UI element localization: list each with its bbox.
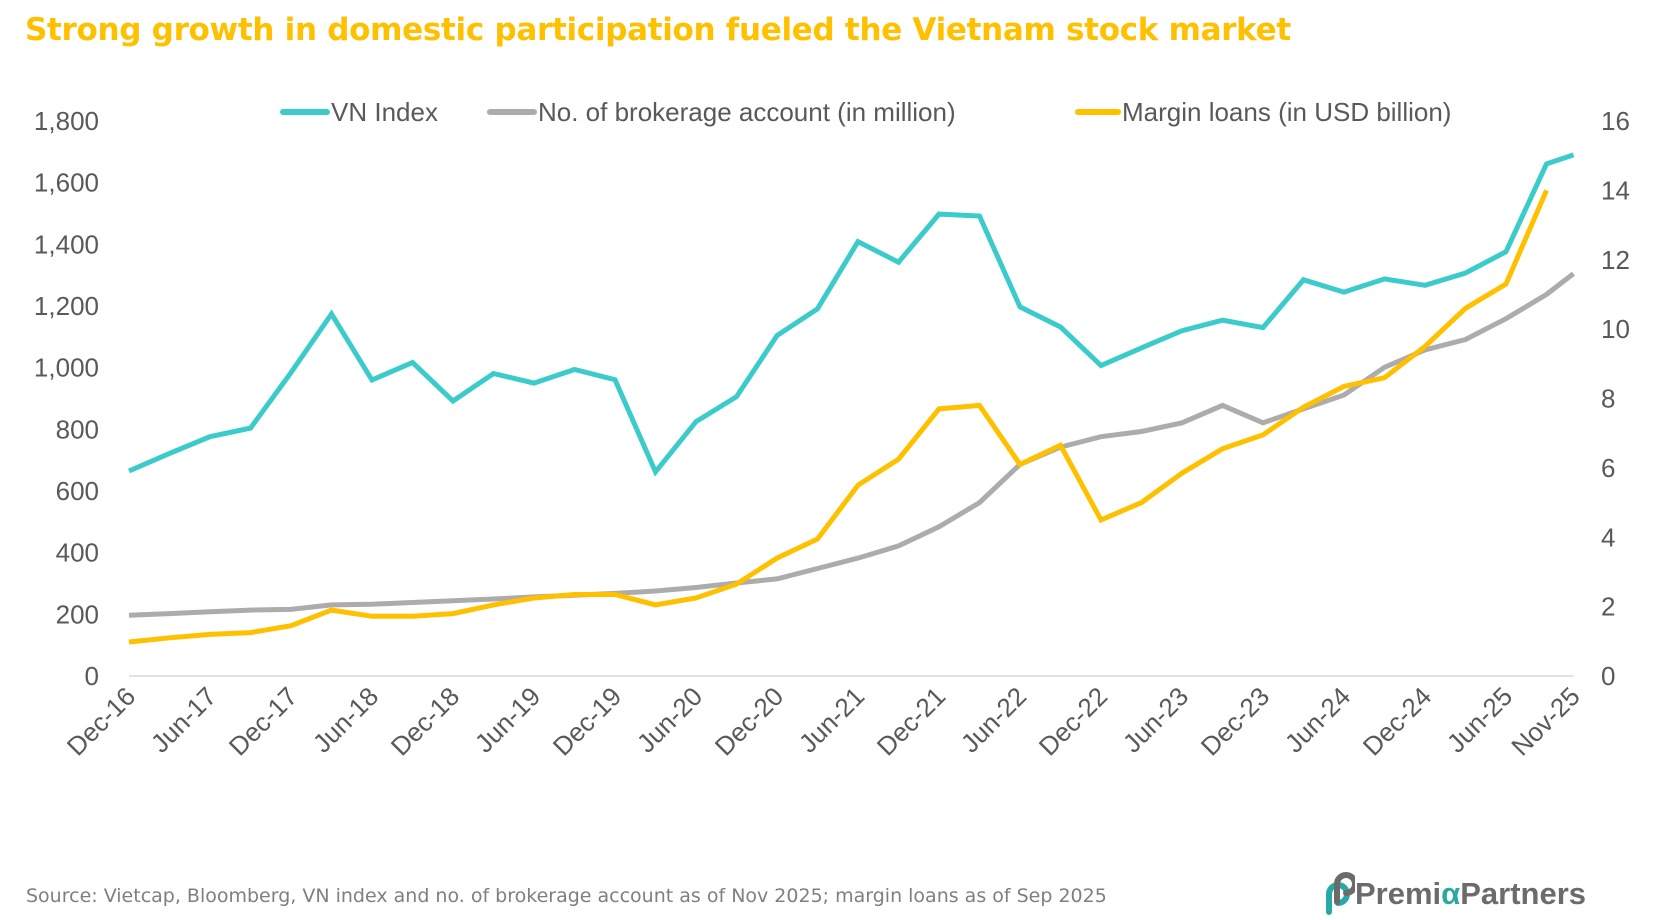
y-left-tick-label: 0 — [85, 661, 99, 691]
x-tick-label: Dec-24 — [1357, 681, 1437, 761]
source-note: Source: Vietcap, Bloomberg, VN index and… — [26, 885, 1107, 907]
y-left-tick-label: 1,800 — [34, 106, 99, 136]
logo-text-suffix: Partners — [1460, 876, 1587, 911]
x-tick-label: Jun-22 — [955, 681, 1032, 758]
x-tick-label: Jun-18 — [307, 681, 384, 758]
y-right-tick-label: 6 — [1601, 453, 1615, 483]
y-right-tick-label: 16 — [1601, 106, 1630, 136]
y-right-tick-label: 2 — [1601, 592, 1615, 622]
x-tick-label: Nov-25 — [1505, 681, 1585, 761]
y-right-tick-label: 10 — [1601, 314, 1630, 344]
logo-text-alpha: α — [1441, 876, 1461, 911]
y-left-tick-label: 400 — [56, 538, 99, 568]
chart-title: Strong growth in domestic participation … — [25, 12, 1291, 48]
y-left-tick-label: 200 — [56, 599, 99, 629]
x-tick-label: Dec-18 — [385, 681, 465, 761]
x-tick-label: Dec-19 — [547, 681, 627, 761]
series-line-vn — [128, 152, 1575, 477]
x-tick-label: Jun-24 — [1279, 681, 1356, 758]
y-left-tick-label: 800 — [56, 414, 99, 444]
y-right-tick-label: 4 — [1601, 522, 1615, 552]
y-left-tick-label: 1,200 — [34, 291, 99, 321]
premia-partners-logo: PremiαPartners — [1315, 872, 1586, 916]
legend-label: Margin loans (in USD billion) — [1122, 97, 1451, 127]
x-tick-label: Dec-21 — [871, 681, 951, 761]
x-tick-label: Dec-22 — [1033, 681, 1113, 761]
series-line-no — [128, 271, 1576, 618]
x-tick-label: Dec-23 — [1195, 681, 1275, 761]
x-tick-label: Jun-20 — [631, 681, 708, 758]
x-tick-label: Jun-25 — [1441, 681, 1518, 758]
y-right-tick-label: 8 — [1601, 384, 1615, 414]
x-tick-label: Jun-17 — [145, 681, 222, 758]
logo-text-prefix: Premi — [1355, 876, 1442, 911]
x-tick-label: Jun-23 — [1117, 681, 1194, 758]
y-right-tick-label: 0 — [1601, 661, 1615, 691]
y-right-tick-label: 14 — [1601, 175, 1630, 205]
x-tick-label: Jun-21 — [793, 681, 870, 758]
y-left-tick-label: 600 — [56, 476, 99, 506]
y-left-tick-label: 1,000 — [34, 353, 99, 383]
y-left-tick-label: 1,600 — [34, 168, 99, 198]
legend-label: VN Index — [331, 97, 438, 127]
y-right-tick-label: 12 — [1601, 245, 1630, 275]
x-tick-label: Dec-17 — [223, 681, 303, 761]
y-left-tick-label: 1,400 — [34, 229, 99, 259]
x-tick-label: Dec-20 — [709, 681, 789, 761]
series-line-margin — [128, 189, 1549, 645]
x-tick-label: Dec-16 — [61, 681, 141, 761]
x-tick-label: Jun-19 — [469, 681, 546, 758]
logo-mark-icon — [1326, 872, 1355, 915]
legend-label: No. of brokerage account (in million) — [538, 97, 956, 127]
